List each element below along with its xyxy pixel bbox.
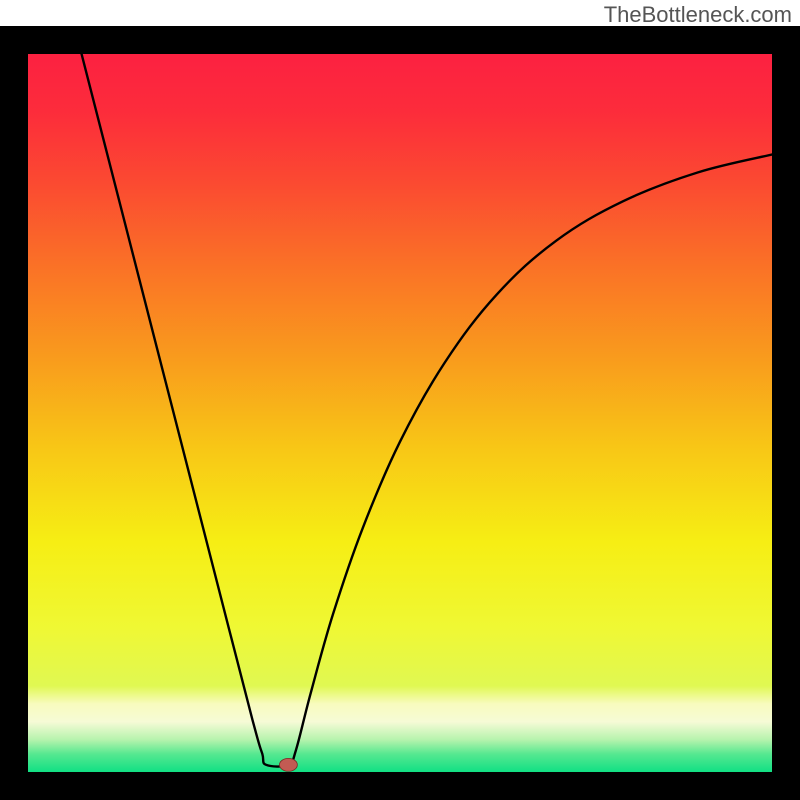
watermark-text: TheBottleneck.com (604, 2, 792, 28)
frame-border-right (772, 26, 800, 800)
frame-border-top (0, 26, 800, 54)
chart-frame: TheBottleneck.com (0, 0, 800, 800)
plot-area (28, 54, 772, 772)
frame-border-bottom (0, 772, 800, 800)
frame-border-left (0, 26, 28, 800)
plot-svg (28, 54, 772, 772)
optimum-marker (279, 758, 297, 771)
plot-background (28, 54, 772, 772)
